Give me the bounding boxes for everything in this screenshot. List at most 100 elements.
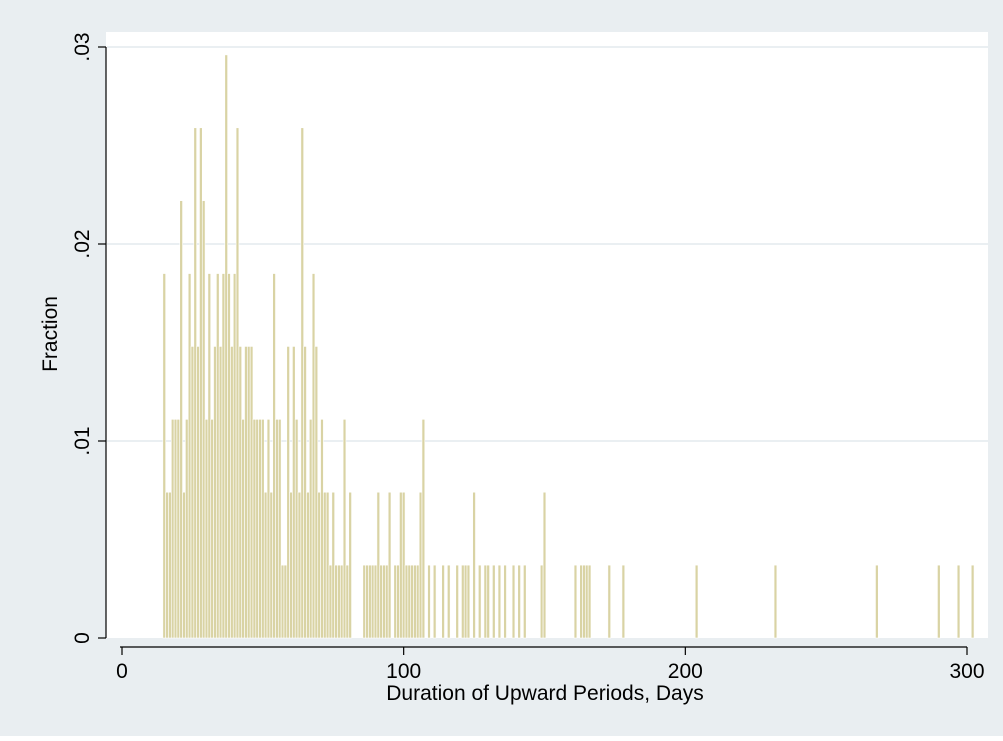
bar bbox=[971, 565, 974, 638]
bar bbox=[447, 565, 450, 638]
bar bbox=[245, 346, 248, 638]
bar bbox=[464, 565, 467, 638]
x-axis-label: Duration of Upward Periods, Days bbox=[386, 682, 703, 705]
bar bbox=[608, 565, 611, 638]
bar bbox=[368, 565, 371, 638]
x-tick-label: 200 bbox=[668, 660, 703, 683]
bar bbox=[419, 492, 422, 638]
bar bbox=[543, 492, 546, 638]
bar bbox=[397, 565, 400, 638]
bar bbox=[270, 492, 273, 638]
bar bbox=[388, 492, 391, 638]
bar bbox=[473, 492, 476, 638]
bar bbox=[385, 565, 388, 638]
bar bbox=[540, 565, 543, 638]
bar bbox=[321, 419, 324, 638]
bar bbox=[281, 565, 284, 638]
bar bbox=[177, 419, 180, 638]
y-tick-label: 0 bbox=[71, 632, 94, 644]
bar bbox=[329, 565, 332, 638]
bar bbox=[174, 419, 177, 638]
bar bbox=[228, 274, 231, 638]
bar bbox=[197, 346, 200, 638]
bar bbox=[377, 492, 380, 638]
x-tick-label: 300 bbox=[949, 660, 984, 683]
bar bbox=[498, 565, 501, 638]
bar bbox=[402, 492, 405, 638]
bar bbox=[332, 492, 335, 638]
bar bbox=[318, 492, 321, 638]
bar bbox=[349, 492, 352, 638]
bar bbox=[256, 419, 259, 638]
bar bbox=[309, 419, 312, 638]
bar bbox=[214, 346, 217, 638]
bar bbox=[335, 565, 338, 638]
bar bbox=[298, 492, 301, 638]
bar bbox=[343, 419, 346, 638]
bar bbox=[467, 565, 470, 638]
y-tick-label: .02 bbox=[71, 229, 94, 258]
bar bbox=[233, 274, 236, 638]
bar bbox=[394, 565, 397, 638]
bar bbox=[337, 565, 340, 638]
bar bbox=[340, 565, 343, 638]
bar bbox=[239, 346, 242, 638]
bar bbox=[273, 274, 276, 638]
bar bbox=[478, 565, 481, 638]
bar bbox=[363, 565, 366, 638]
bar bbox=[937, 565, 940, 638]
bar bbox=[301, 128, 304, 638]
bar bbox=[225, 55, 228, 638]
bar bbox=[230, 346, 233, 638]
bar bbox=[242, 419, 245, 638]
bar bbox=[295, 419, 298, 638]
bar bbox=[208, 274, 211, 638]
bar bbox=[171, 419, 174, 638]
bar bbox=[312, 274, 315, 638]
bar bbox=[583, 565, 586, 638]
y-axis-label: Fraction bbox=[39, 296, 62, 372]
bar bbox=[957, 565, 960, 638]
bar bbox=[414, 565, 417, 638]
bar bbox=[380, 565, 383, 638]
bar bbox=[484, 565, 487, 638]
bar bbox=[574, 565, 577, 638]
bar bbox=[284, 565, 287, 638]
bar bbox=[205, 419, 208, 638]
bar bbox=[323, 492, 326, 638]
bar bbox=[188, 274, 191, 638]
bar bbox=[306, 492, 309, 638]
bar bbox=[383, 565, 386, 638]
bar bbox=[461, 565, 464, 638]
bar bbox=[622, 565, 625, 638]
bar bbox=[374, 565, 377, 638]
bar bbox=[433, 565, 436, 638]
bar bbox=[222, 274, 225, 638]
bar bbox=[219, 346, 222, 638]
bar bbox=[183, 492, 186, 638]
bar bbox=[267, 419, 270, 638]
bar bbox=[411, 565, 414, 638]
bar bbox=[194, 128, 197, 638]
bar bbox=[191, 346, 194, 638]
bar bbox=[292, 346, 295, 638]
y-tick-label: .01 bbox=[71, 426, 94, 455]
bar bbox=[405, 565, 408, 638]
bar bbox=[180, 201, 183, 638]
x-tick-label: 0 bbox=[116, 660, 128, 683]
bar bbox=[585, 565, 588, 638]
bar bbox=[216, 274, 219, 638]
bar bbox=[264, 492, 267, 638]
bar bbox=[518, 565, 521, 638]
bar bbox=[163, 274, 166, 638]
bar bbox=[185, 419, 188, 638]
bar bbox=[315, 346, 318, 638]
y-tick-label: .03 bbox=[71, 32, 94, 61]
bar bbox=[199, 128, 202, 638]
bar bbox=[695, 565, 698, 638]
bar bbox=[304, 346, 307, 638]
bar bbox=[774, 565, 777, 638]
bar bbox=[250, 346, 253, 638]
